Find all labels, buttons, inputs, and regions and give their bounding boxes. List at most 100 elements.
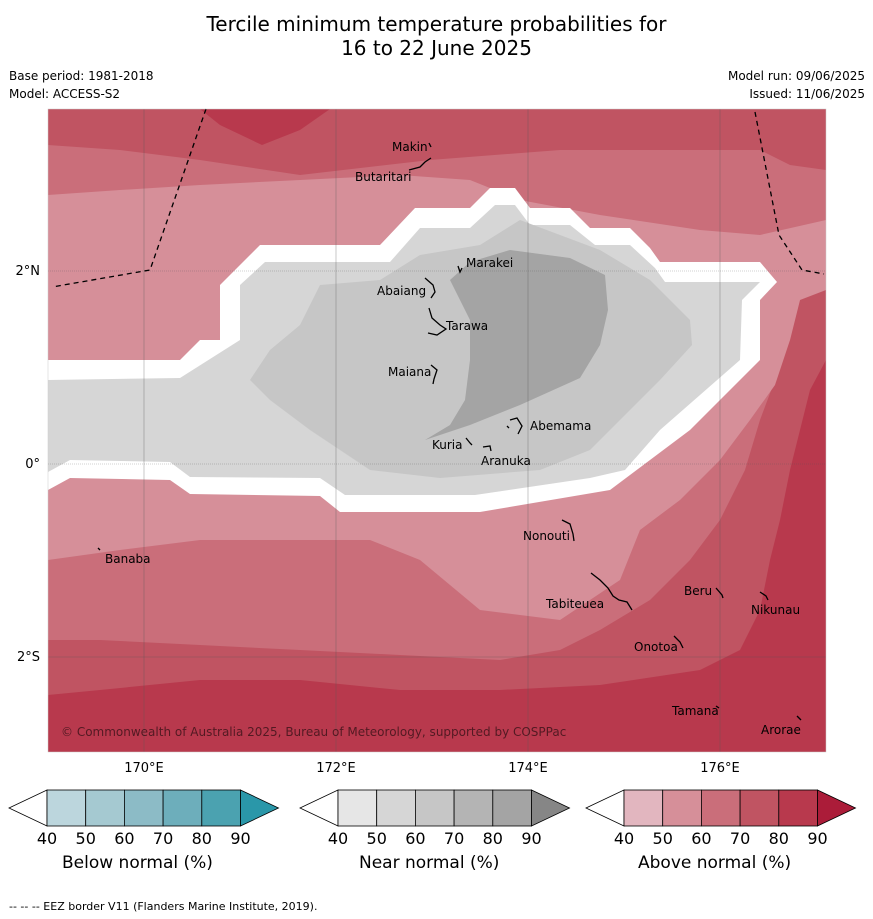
near-normal-legend-title: Near normal (%) [359,853,500,873]
above-normal-segment [778,789,818,827]
island-tabiteuea [590,572,633,611]
near-normal-tick-label: 90 [521,829,541,848]
above-normal-tick-label: 40 [614,829,634,848]
issue-date: Issued: 11/06/2025 [749,87,865,101]
label-abemama: Abemama [530,419,591,433]
below-normal-segment [201,789,241,827]
below-normal-high-extension [240,789,280,827]
below-normal-tick-label: 70 [153,829,173,848]
place-labels: Makin Butaritari Marakei Abaiang Tarawa … [105,140,801,737]
label-tarawa: Tarawa [445,319,488,333]
below-normal-segment [124,789,164,827]
island-abemama [506,417,523,435]
island-abaiang [424,277,436,299]
copyright-notice: © Commonwealth of Australia 2025, Bureau… [61,725,566,739]
base-period: Base period: 1981-2018 [9,69,154,83]
label-tamana: Tamana [671,704,719,718]
near-normal-segment [376,789,416,827]
lon-label-172e: 172°E [316,761,356,776]
above-90-zone-south [48,360,826,752]
near-normal-segment [414,789,455,827]
below-normal-segment [46,789,87,827]
eez-border-east [754,111,825,275]
island-outlines [97,142,802,721]
above-normal-high-extension [817,789,857,827]
label-nonouti: Nonouti [523,529,570,543]
label-onotoa: Onotoa [634,640,678,654]
island-makin [428,142,432,148]
probability-field [48,109,826,752]
near-normal-tick-label: 80 [483,829,503,848]
label-banaba: Banaba [105,552,151,566]
above-normal-segment [701,789,741,827]
above-normal-segment [623,789,664,827]
map-frame [47,108,827,753]
title-line-1: Tercile minimum temperature probabilitie… [206,12,667,36]
below-normal-tick-label: 40 [37,829,57,848]
island-onotoa [673,635,684,649]
label-beru: Beru [684,584,712,598]
model-name: Model: ACCESS-S2 [9,87,121,101]
lat-label-0: 0° [25,457,40,472]
island-arorae [796,715,802,721]
below-normal-tick-label: 90 [230,829,250,848]
near-normal-high-extension [531,789,571,827]
island-nikunau [759,591,769,601]
label-butaritari: Butaritari [355,170,412,184]
lon-label-176e: 176°E [700,761,740,776]
above-normal-colorbar: 40 50 60 70 80 90 [585,789,857,848]
label-nikunau: Nikunau [751,603,800,617]
below-normal-tick-label: 80 [192,829,212,848]
lat-label-2n: 2°N [15,264,41,279]
graticule [48,109,826,752]
label-marakei: Marakei [466,256,513,270]
below-normal-low-extension [8,789,48,827]
meta-left: Base period: 1981-2018 Model: ACCESS-S2 [9,69,154,105]
near-normal-segment [337,789,378,827]
label-tabiteuea: Tabiteuea [545,597,604,611]
map-title: Tercile minimum temperature probabilitie… [0,12,873,60]
above-normal-segment [662,789,702,827]
island-tarawa [427,307,448,336]
eez-border-west [51,108,207,288]
island-beru [715,587,724,599]
near-normal-tick-label: 70 [444,829,464,848]
above-normal-tick-label: 50 [653,829,673,848]
above-normal-segment [739,789,780,827]
below-normal-segment [162,789,203,827]
island-marakei [457,265,463,274]
above-normal-tick-label: 80 [769,829,789,848]
below-normal-legend-title: Below normal (%) [62,853,213,873]
near-normal-segment [492,789,532,827]
below-normal-segment [85,789,125,827]
near-normal-tick-label: 60 [405,829,425,848]
label-maiana: Maiana [388,365,431,379]
label-makin: Makin [392,140,428,154]
lon-label-174e: 174°E [508,761,548,776]
above-normal-low-extension [585,789,625,827]
near-normal-tick-label: 50 [367,829,387,848]
island-aranuka [482,445,492,452]
island-banaba [97,547,101,551]
label-kuria: Kuria [432,438,463,452]
below-normal-tick-label: 50 [76,829,96,848]
below-normal-tick-label: 60 [114,829,134,848]
near-normal-segment [453,789,494,827]
above-normal-legend-title: Above normal (%) [638,853,792,873]
near-normal-70-zone [425,250,608,440]
near-normal-low-extension [299,789,339,827]
label-aranuka: Aranuka [481,454,531,468]
above-normal-tick-label: 70 [730,829,750,848]
near-normal-colorbar: 40 50 60 70 80 90 [299,789,571,848]
label-abaiang: Abaiang [377,284,426,298]
above-normal-tick-label: 60 [691,829,711,848]
island-maiana [430,364,438,385]
eez-footnote: -- -- -- EEZ border V11 (Flanders Marine… [9,900,318,913]
label-arorae: Arorae [761,723,801,737]
below-normal-colorbar: 40 50 60 70 80 90 [8,789,280,848]
title-line-2: 16 to 22 June 2025 [341,36,532,60]
lat-label-2s: 2°S [16,650,40,665]
above-90-zone-north [200,109,330,145]
island-tamana [715,705,720,709]
